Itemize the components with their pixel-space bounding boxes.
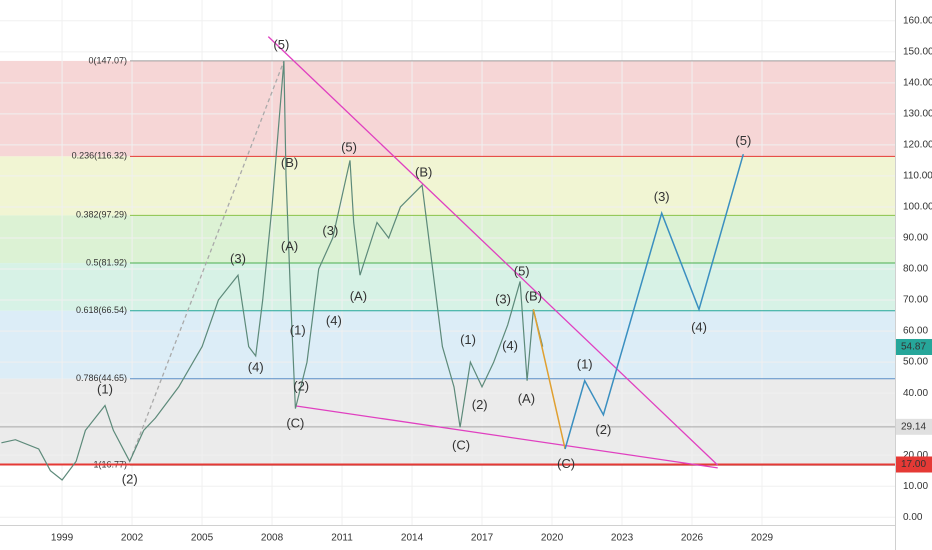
wave-label: (4) [326, 313, 342, 328]
wave-label: (1) [577, 357, 593, 372]
y-tick-label: 90.00 [903, 233, 928, 244]
wave-label: (5) [514, 264, 530, 279]
y-tick-label: 160.00 [903, 15, 932, 26]
wave-label: (C) [286, 416, 304, 431]
fib-label: 0(147.07) [88, 55, 127, 65]
fib-band [0, 310, 895, 379]
y-tick-label: 60.00 [903, 326, 928, 337]
fib-label: 0.618(66.54) [76, 305, 127, 315]
wave-label: (5) [735, 133, 751, 148]
y-tick-label: 150.00 [903, 46, 932, 57]
wave-label: (5) [273, 37, 289, 52]
fib-label: 0.236(116.32) [72, 151, 127, 161]
wave-label: (A) [281, 239, 298, 254]
wave-label: (1) [97, 381, 113, 396]
price-line-series [564, 153, 745, 450]
y-tick-label: 40.00 [903, 388, 928, 399]
wave-label: (2) [122, 471, 138, 486]
x-tick-label: 2002 [121, 533, 144, 544]
x-tick-label: 2008 [261, 533, 284, 544]
x-tick-label: 2017 [471, 533, 494, 544]
price-tag-label: 17.00 [901, 459, 926, 470]
y-tick-label: 80.00 [903, 264, 928, 275]
y-tick-label: 110.00 [903, 171, 932, 182]
x-tick-label: 2029 [751, 533, 774, 544]
x-tick-label: 2011 [331, 533, 353, 544]
x-tick-label: 2005 [191, 533, 214, 544]
y-tick-label: 10.00 [903, 481, 928, 492]
y-tick-label: 130.00 [903, 109, 932, 120]
price-tag [896, 418, 932, 435]
price-tag-label: 54.87 [901, 342, 926, 353]
wave-label: (3) [322, 223, 338, 238]
trend-line [295, 405, 718, 469]
x-tick-label: 2014 [401, 533, 424, 544]
fib-label: 0.5(81.92) [86, 257, 127, 267]
wave-label: (B) [281, 155, 298, 170]
x-tick-label: 2026 [681, 533, 704, 544]
wave-label: (2) [595, 422, 611, 437]
wave-label: (C) [452, 437, 470, 452]
y-tick-label: 120.00 [903, 140, 932, 151]
wave-label: (B) [525, 288, 542, 303]
x-tick-label: 2020 [541, 533, 564, 544]
fib-label: 0.786(44.65) [76, 373, 127, 383]
wave-label: (1) [290, 323, 306, 338]
wave-label: (C) [557, 456, 575, 471]
y-tick-label: 20.00 [903, 450, 928, 461]
y-tick-label: 0.00 [903, 512, 923, 523]
y-tick-label: 100.00 [903, 202, 932, 213]
plot-area: 0(147.07) 0.236(116.32) 0.382(97.29) 0.5(81… [0, 0, 895, 525]
wave-label: (A) [350, 288, 367, 303]
wave-label: (2) [293, 378, 309, 393]
wave-label: (5) [341, 139, 357, 154]
fib-band [0, 60, 895, 157]
price-tag-label: 29.14 [901, 421, 926, 432]
y-tick-label: 140.00 [903, 77, 932, 88]
wave-label: (1) [460, 332, 476, 347]
y-tick-label: 50.00 [903, 357, 928, 368]
y-tick-label: 70.00 [903, 295, 928, 306]
wave-label: (4) [502, 338, 518, 353]
wave-label: (B) [415, 164, 432, 179]
x-tick-label: 2023 [611, 533, 634, 544]
fib-band [0, 263, 895, 311]
wave-label: (2) [472, 397, 488, 412]
wave-label: (3) [230, 251, 246, 266]
wave-label: (4) [691, 319, 707, 334]
x-tick-label: 1999 [51, 533, 74, 544]
wave-label: (3) [654, 189, 670, 204]
wave-label: (A) [518, 391, 535, 406]
price-tag [896, 338, 932, 355]
fib-band [0, 215, 895, 264]
wave-label: (4) [248, 360, 264, 375]
fib-label: 0.382(97.29) [76, 210, 127, 220]
trend-line [129, 60, 285, 462]
price-line-series [532, 309, 566, 450]
fib-band [0, 156, 895, 216]
trend-line [267, 36, 719, 466]
price-line-series [1, 61, 544, 481]
wave-label: (3) [495, 291, 511, 306]
price-tag [896, 456, 932, 473]
